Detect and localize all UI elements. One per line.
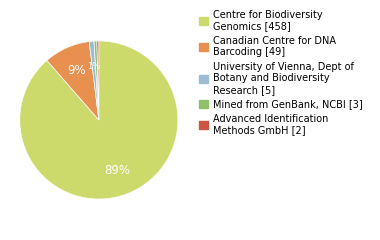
Wedge shape <box>94 41 99 120</box>
Text: 9%: 9% <box>68 64 86 78</box>
Text: 1%: 1% <box>87 62 101 71</box>
Text: 89%: 89% <box>105 164 131 177</box>
Wedge shape <box>97 41 99 120</box>
Wedge shape <box>89 41 99 120</box>
Wedge shape <box>20 41 178 199</box>
Legend: Centre for Biodiversity
Genomics [458], Canadian Centre for DNA
Barcoding [49], : Centre for Biodiversity Genomics [458], … <box>199 10 363 135</box>
Wedge shape <box>47 42 99 120</box>
